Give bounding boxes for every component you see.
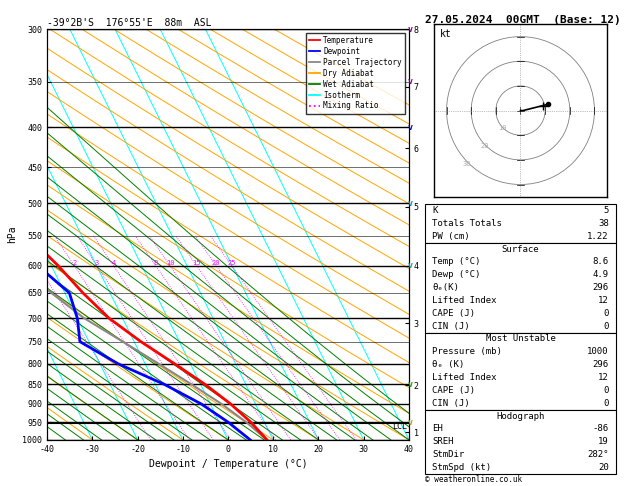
Text: 0: 0 [603, 399, 609, 408]
Text: Totals Totals: Totals Totals [432, 219, 502, 228]
Text: kt: kt [440, 30, 451, 39]
Text: 1000: 1000 [587, 347, 609, 356]
Text: 10: 10 [165, 260, 174, 265]
Text: -39°2B'S  176°55'E  88m  ASL: -39°2B'S 176°55'E 88m ASL [47, 18, 212, 28]
Bar [425, 243, 616, 332]
Text: 0: 0 [603, 386, 609, 395]
Text: v: v [408, 199, 413, 208]
Text: v: v [408, 418, 413, 427]
Text: 4: 4 [111, 260, 116, 265]
Text: Hodograph: Hodograph [496, 412, 545, 420]
Text: 296: 296 [593, 360, 609, 369]
Text: 12: 12 [598, 373, 609, 382]
Text: Temp (°C): Temp (°C) [432, 258, 481, 266]
Legend: Temperature, Dewpoint, Parcel Trajectory, Dry Adiabat, Wet Adiabat, Isotherm, Mi: Temperature, Dewpoint, Parcel Trajectory… [306, 33, 405, 114]
Text: CIN (J): CIN (J) [432, 399, 470, 408]
Text: v: v [408, 25, 413, 34]
Text: v: v [408, 261, 413, 270]
Text: 3: 3 [95, 260, 99, 265]
Bar [425, 410, 616, 474]
Text: 20: 20 [212, 260, 220, 265]
Text: 5: 5 [603, 206, 609, 215]
Text: 20: 20 [598, 463, 609, 472]
Text: 8.6: 8.6 [593, 258, 609, 266]
Text: CIN (J): CIN (J) [432, 322, 470, 330]
Text: StmSpd (kt): StmSpd (kt) [432, 463, 491, 472]
Text: Pressure (mb): Pressure (mb) [432, 347, 502, 356]
Text: EH: EH [432, 424, 443, 434]
Text: 2: 2 [72, 260, 76, 265]
Text: 282°: 282° [587, 450, 609, 459]
Text: θₑ (K): θₑ (K) [432, 360, 464, 369]
Text: θₑ(K): θₑ(K) [432, 283, 459, 292]
Text: 27.05.2024  00GMT  (Base: 12): 27.05.2024 00GMT (Base: 12) [425, 15, 620, 25]
Text: PW (cm): PW (cm) [432, 232, 470, 241]
Text: 20: 20 [481, 143, 489, 149]
X-axis label: Dewpoint / Temperature (°C): Dewpoint / Temperature (°C) [148, 459, 308, 469]
Text: 1.22: 1.22 [587, 232, 609, 241]
Bar [425, 204, 616, 243]
Text: -86: -86 [593, 424, 609, 434]
Text: CAPE (J): CAPE (J) [432, 309, 476, 318]
Text: 30: 30 [463, 161, 472, 167]
Text: 25: 25 [228, 260, 236, 265]
Text: 38: 38 [598, 219, 609, 228]
Text: 296: 296 [593, 283, 609, 292]
Y-axis label: km
ASL: km ASL [428, 225, 443, 244]
Text: Lifted Index: Lifted Index [432, 373, 497, 382]
Text: 8: 8 [153, 260, 158, 265]
Text: v: v [408, 77, 413, 86]
Text: K: K [432, 206, 438, 215]
Text: 10: 10 [499, 125, 507, 131]
Text: Lifted Index: Lifted Index [432, 296, 497, 305]
Y-axis label: hPa: hPa [7, 226, 17, 243]
Text: v: v [408, 123, 413, 132]
Text: 4.9: 4.9 [593, 270, 609, 279]
Text: 0: 0 [603, 322, 609, 330]
Text: StmDir: StmDir [432, 450, 464, 459]
Text: Surface: Surface [502, 244, 539, 254]
Text: 12: 12 [598, 296, 609, 305]
Text: 15: 15 [192, 260, 201, 265]
Text: CAPE (J): CAPE (J) [432, 386, 476, 395]
Text: © weatheronline.co.uk: © weatheronline.co.uk [425, 474, 521, 484]
Text: v: v [408, 380, 413, 389]
Text: Most Unstable: Most Unstable [486, 334, 555, 344]
Text: 19: 19 [598, 437, 609, 446]
Text: LCL: LCL [392, 422, 408, 432]
Bar [425, 332, 616, 410]
Text: SREH: SREH [432, 437, 454, 446]
Text: Dewp (°C): Dewp (°C) [432, 270, 481, 279]
Text: 0: 0 [603, 309, 609, 318]
